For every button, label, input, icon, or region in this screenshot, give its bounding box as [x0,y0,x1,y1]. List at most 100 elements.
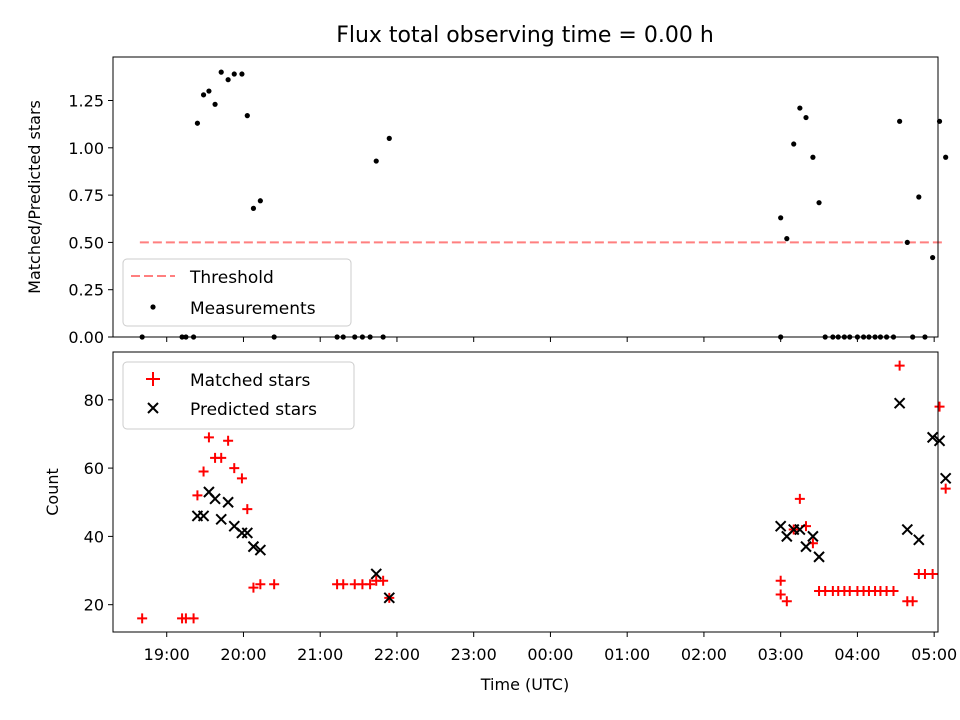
matched-stars-point [236,473,247,484]
top-legend: Threshold Measurements [122,258,352,327]
matched-stars-point [894,360,905,371]
predicted-stars-point [807,530,819,543]
matched-stars-point [242,504,253,515]
bottom-plot-area: 20 40 60 80 19:00 20:00 21:00 22:00 23:00 00:00 01… [84,360,957,664]
bottom-y-tick-label: 80 [84,391,104,410]
legend-predicted-stars-label: Predicted stars [190,400,317,420]
bottom-legend: Matched stars Predicted stars [122,361,355,430]
x-tick-label: 03:00 [758,645,804,664]
x-axis-label: Time (UTC) [480,675,569,694]
legend-threshold-label: Threshold [189,268,274,288]
x-tick-label: 02:00 [681,645,727,664]
top-y-tick-label: 0.00 [68,328,104,347]
matched-stars-point [216,452,227,463]
predicted-stars-point [813,551,825,563]
bottom-legend-box [122,361,355,430]
matched-stars-point [794,493,805,504]
measurement-point [784,236,790,242]
x-tick-label: 05:00 [911,645,957,664]
x-tick-label: 19:00 [144,645,190,664]
top-y-axis-label: Matched/Predicted stars [25,100,44,294]
predicted-stars-point [241,527,254,539]
matched-stars-point [192,490,203,501]
measurement-point [943,154,949,160]
measurement-point [218,69,224,75]
x-tick-label: 01:00 [604,645,650,664]
measurement-point [231,71,237,77]
measurement-point [930,254,936,261]
predicted-stars-point [800,540,812,553]
legend-measurements-label: Measurements [190,299,316,319]
matched-stars-point [229,463,240,474]
measurement-point [916,194,922,200]
measurement-point [212,101,218,107]
matched-stars-point [338,579,349,590]
matched-stars-point [198,466,209,477]
x-tick-label: 21:00 [297,645,343,664]
measurements-legend-swatch [150,304,156,310]
predicted-stars-point [254,544,267,556]
predicted-stars-point [893,397,906,409]
top-chart-title: Flux total observing time = 0.00 h [336,23,714,48]
bottom-y-tick-label: 60 [84,459,104,478]
matched-stars-point [934,401,945,412]
measurement-point [373,158,379,164]
measurement-point [206,88,212,94]
predicted-stars-point [926,431,939,444]
matched-stars-point [248,582,259,593]
measurement-point [257,198,263,204]
measurement-point [810,154,816,160]
predicted-stars-point [939,472,952,485]
matched-stars-point [203,432,214,443]
predicted-stars-point [222,496,234,508]
predicted-stars-point [774,520,787,532]
matched-stars-point [781,596,792,607]
predicted-stars-point [197,510,210,522]
legend-matched-stars-label: Matched stars [190,371,310,391]
top-plot-area: 0.00 0.25 0.50 0.75 1.00 1.25 [68,69,949,347]
matched-stars-point [378,575,389,586]
measurement-point [225,77,231,83]
predicted-stars-point [215,513,227,526]
matched-stars-point [775,589,786,600]
bottom-y-axis-label: Count [43,468,62,516]
matched-stars-point [888,586,899,597]
measurement-point [816,200,822,206]
top-y-tick-label: 1.25 [68,92,104,111]
measurement-point [904,239,910,246]
predicted-stars-point [383,592,395,604]
measurement-point [194,120,201,126]
predicted-stars-point [247,540,260,553]
measurement-point [244,113,250,119]
x-tick-label: 22:00 [374,645,420,664]
top-y-tick-label: 0.50 [68,233,104,252]
top-y-tick-label: 0.25 [68,281,104,300]
top-plot-frame [112,56,939,338]
matched-stars-point [269,579,280,590]
predicted-stars-point [794,523,806,536]
measurement-point [386,135,392,141]
measurement-point [778,215,784,221]
top-legend-box [122,258,352,327]
predicted-stars-point [901,523,914,536]
measurement-point [897,118,903,124]
measurement-point [791,141,797,147]
matched-stars-point [365,579,376,590]
predicted-stars-point [370,568,382,580]
measurement-point [803,114,809,121]
predicted-stars-point [913,534,925,546]
bottom-y-tick-label: 40 [84,527,104,546]
top-y-tick-label: 1.00 [68,139,104,158]
measurement-point [797,105,803,111]
predicted-stars-legend-swatch [147,402,159,414]
matched-stars-point [927,568,938,579]
matched-stars-point [907,596,918,607]
predicted-stars-point [209,493,221,505]
measurement-point [200,92,207,98]
x-tick-label: 20:00 [220,645,266,664]
matched-stars-point [940,483,951,494]
x-tick-label: 04:00 [834,645,880,664]
matched-stars-point [255,579,266,590]
top-y-tick-label: 0.75 [68,186,104,205]
